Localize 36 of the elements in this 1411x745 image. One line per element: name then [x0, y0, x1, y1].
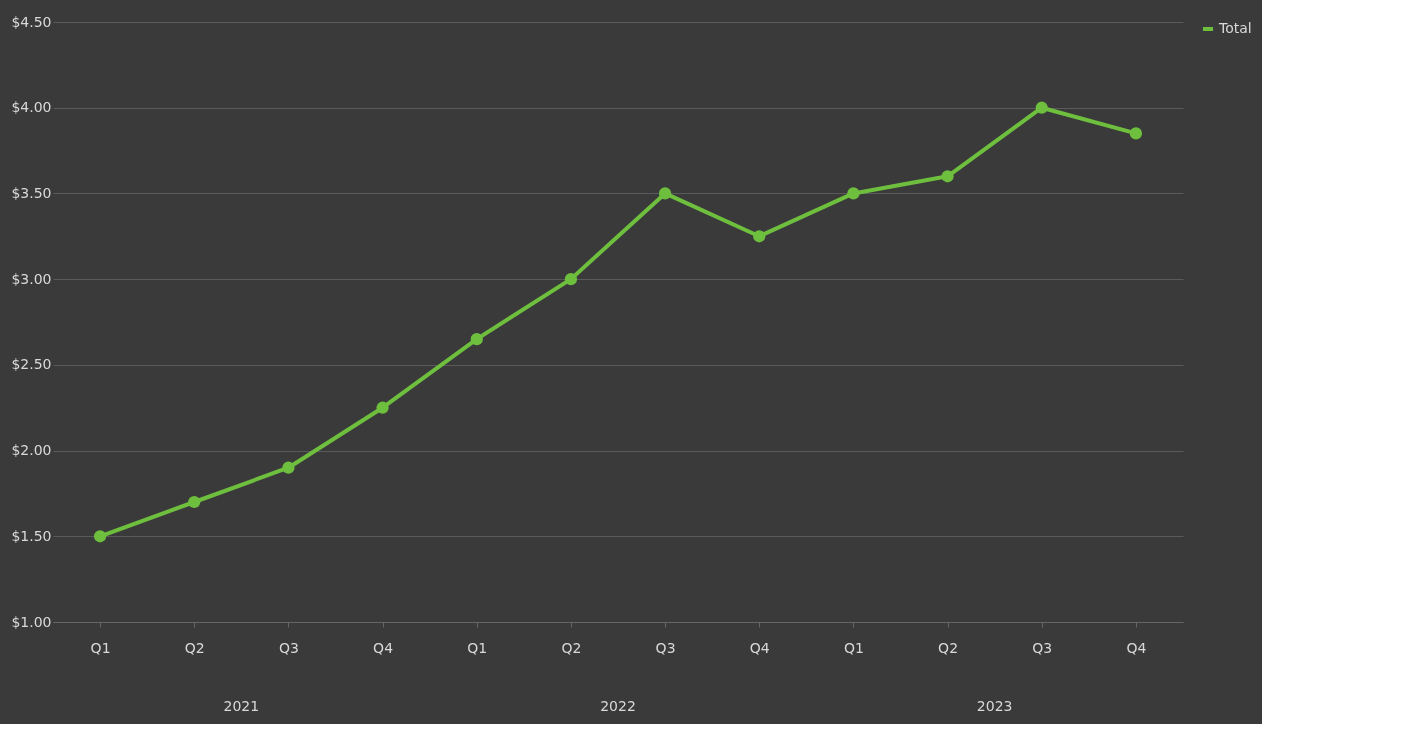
text: 2023 [976, 698, 1013, 714]
x-tick-label: Q2 [184, 639, 205, 656]
point [941, 170, 954, 183]
point [376, 401, 389, 414]
x-tick-label: Q3 [1032, 639, 1053, 656]
x-tick-label: Q4 [1126, 639, 1147, 656]
y-tick-label: $4.00 [11, 99, 52, 116]
point [470, 333, 483, 346]
x-tick-label: Q1 [90, 639, 111, 656]
y-tick-label: $2.50 [11, 356, 52, 373]
x-tick-label: Q1 [843, 639, 864, 656]
y-tick-label: $1.00 [11, 613, 52, 630]
x-tick-label: Q2 [561, 639, 582, 656]
x-tick-label: Q1 [467, 639, 488, 656]
y-tick-label: $1.50 [11, 527, 52, 544]
x-tick-label: Q4 [373, 639, 394, 656]
x-tick-label: Q4 [749, 639, 770, 656]
point [564, 273, 578, 286]
y-tick-label: $4.50 [11, 13, 52, 30]
point [753, 230, 766, 243]
text: 2021 [223, 698, 260, 714]
y-tick-label: $3.00 [11, 270, 52, 287]
point [1129, 127, 1143, 140]
y-tick-label: $2.00 [11, 442, 52, 459]
point [188, 495, 201, 509]
point [282, 461, 295, 474]
text: 2022 [600, 698, 636, 714]
x-tick-label: Q2 [938, 639, 959, 656]
legend-label: Total [1218, 20, 1252, 36]
point [658, 187, 672, 200]
y-tick-label: $3.50 [11, 184, 52, 201]
x-tick-label: Q3 [278, 639, 299, 656]
x-tick-label: Q3 [655, 639, 676, 656]
point [847, 187, 860, 200]
point [1035, 101, 1048, 114]
point [93, 530, 107, 543]
